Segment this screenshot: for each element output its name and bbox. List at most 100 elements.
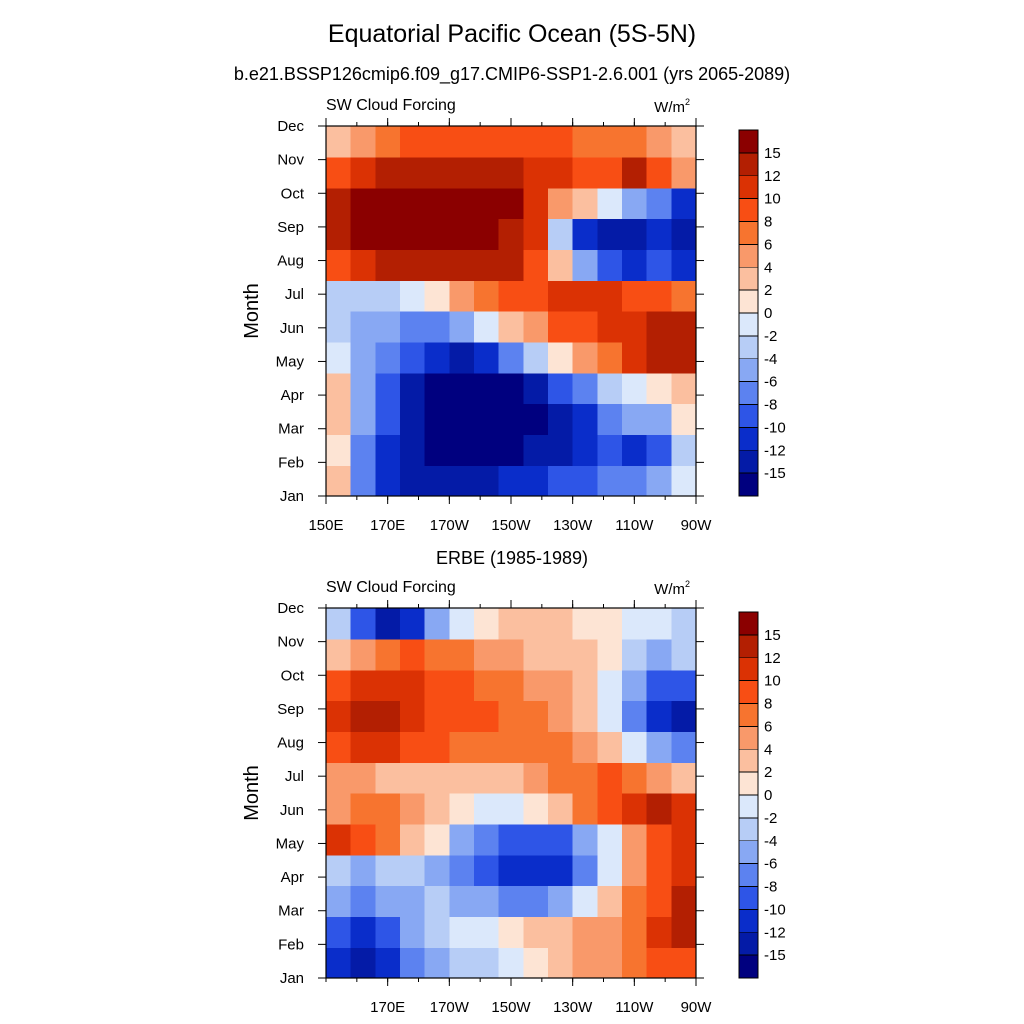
heatmap-cell <box>671 187 697 220</box>
heatmap-cell <box>646 465 672 497</box>
heatmap-cell <box>424 700 450 732</box>
y-tick-label: Jul <box>285 286 304 303</box>
heatmap-cell <box>424 638 450 671</box>
heatmap-cell <box>400 854 426 887</box>
heatmap-cell <box>523 341 549 374</box>
heatmap-cell <box>622 854 648 887</box>
heatmap-cell <box>326 434 352 466</box>
heatmap-cell <box>671 947 697 979</box>
heatmap-cell <box>449 731 475 763</box>
colorbar-swatch <box>738 817 759 842</box>
heatmap-cell <box>498 885 524 917</box>
heatmap-cell <box>350 434 376 466</box>
heatmap-cell <box>498 731 524 763</box>
heatmap-cell <box>671 249 697 281</box>
heatmap-cell <box>646 916 672 948</box>
heatmap-cell <box>350 854 376 887</box>
heatmap-cell <box>350 218 376 250</box>
heatmap-cell <box>326 947 352 979</box>
heatmap-cell <box>622 916 648 948</box>
y-tick-label: May <box>276 353 305 370</box>
colorbar-swatch <box>738 152 759 177</box>
heatmap-cell <box>523 731 549 763</box>
heatmap-cell <box>622 608 648 640</box>
heatmap-cell <box>597 823 623 856</box>
colorbar-swatch <box>738 863 759 887</box>
heatmap-cell <box>597 916 623 948</box>
heatmap-cell <box>523 608 549 640</box>
heatmap-cell <box>326 854 352 887</box>
y-axis-label: Month <box>241 765 263 821</box>
heatmap-cell <box>375 793 401 825</box>
heatmap-cell <box>572 403 598 435</box>
heatmap-cell <box>646 793 672 825</box>
heatmap-cell <box>622 372 648 405</box>
heatmap-cell <box>400 608 426 640</box>
heatmap-cell <box>597 218 623 250</box>
heatmap-cell <box>375 311 401 343</box>
y-tick-label: Oct <box>281 185 305 202</box>
colorbar-swatch <box>738 886 759 910</box>
heatmap-cell <box>523 372 549 405</box>
colorbar-label: 15 <box>764 627 781 644</box>
heatmap-cell <box>474 465 500 497</box>
heatmap-cell <box>572 372 598 405</box>
heatmap-cell <box>498 341 524 374</box>
heatmap-cell <box>424 793 450 825</box>
heatmap-cell <box>449 372 475 405</box>
colorbar-label: 12 <box>764 650 781 667</box>
heatmap-cell <box>671 793 697 825</box>
heatmap-cell <box>449 465 475 497</box>
chart-panel-1: Jan Feb Mar Apr May Jun Jul Aug Sep Oct Nov Dec 150E… <box>241 97 786 534</box>
heatmap-cell <box>375 700 401 732</box>
heatmap-cell <box>449 916 475 948</box>
heatmap-cell <box>572 885 598 917</box>
panel-variable-title: SW Cloud Forcing <box>326 579 456 596</box>
heatmap-cell <box>326 187 352 220</box>
heatmap-cell <box>449 793 475 825</box>
heatmap-cell <box>400 465 426 497</box>
x-tick-label: 170E <box>370 999 405 1016</box>
colorbar-swatch <box>738 289 759 314</box>
colorbar-swatch <box>738 840 759 865</box>
heatmap-cell <box>572 156 598 189</box>
colorbar-label: -15 <box>764 947 786 964</box>
units-superscript: 2 <box>685 579 690 589</box>
x-tick-label: 150W <box>491 999 531 1016</box>
heatmap-cell <box>572 731 598 763</box>
heatmap-cell <box>548 126 574 158</box>
heatmap-cell <box>424 434 450 466</box>
colorbar-label: 4 <box>764 259 772 276</box>
heatmap-cell <box>498 156 524 189</box>
heatmap-cell <box>498 700 524 732</box>
heatmap-cell <box>424 762 450 794</box>
chart-panel-2: Jan Feb Mar Apr May Jun Jul Aug Sep Oct Nov Dec 170E… <box>241 579 786 1016</box>
heatmap-cell <box>622 187 648 220</box>
heatmap-cell <box>400 434 426 466</box>
colorbar <box>738 129 759 497</box>
heatmap-cell <box>375 669 401 702</box>
heatmap-cell <box>548 403 574 435</box>
heatmap-cell <box>350 638 376 671</box>
heatmap-cell <box>498 793 524 825</box>
heatmap-cell <box>449 249 475 281</box>
colorbar-swatch <box>738 611 759 636</box>
colorbar-swatch <box>738 954 759 979</box>
heatmap-cell <box>474 947 500 979</box>
heatmap-cell <box>400 156 426 189</box>
heatmap-cell <box>548 280 574 312</box>
heatmap-cell <box>424 187 450 220</box>
x-tick-label: 170W <box>430 517 470 534</box>
top-panel-title: b.e21.BSSP126cmip6.f09_g17.CMIP6-SSP1-2.… <box>233 64 791 84</box>
heatmap-cell <box>449 403 475 435</box>
heatmap-cell <box>474 793 500 825</box>
heatmap-cell <box>572 916 598 948</box>
heatmap-cell <box>597 403 623 435</box>
heatmap-cell <box>597 854 623 887</box>
heatmap-cell <box>572 762 598 794</box>
heatmap-cell <box>350 793 376 825</box>
heatmap-cell <box>326 280 352 312</box>
heatmap-cell <box>548 187 574 220</box>
colorbar-swatch <box>738 312 759 337</box>
y-tick-label: Aug <box>277 253 304 270</box>
